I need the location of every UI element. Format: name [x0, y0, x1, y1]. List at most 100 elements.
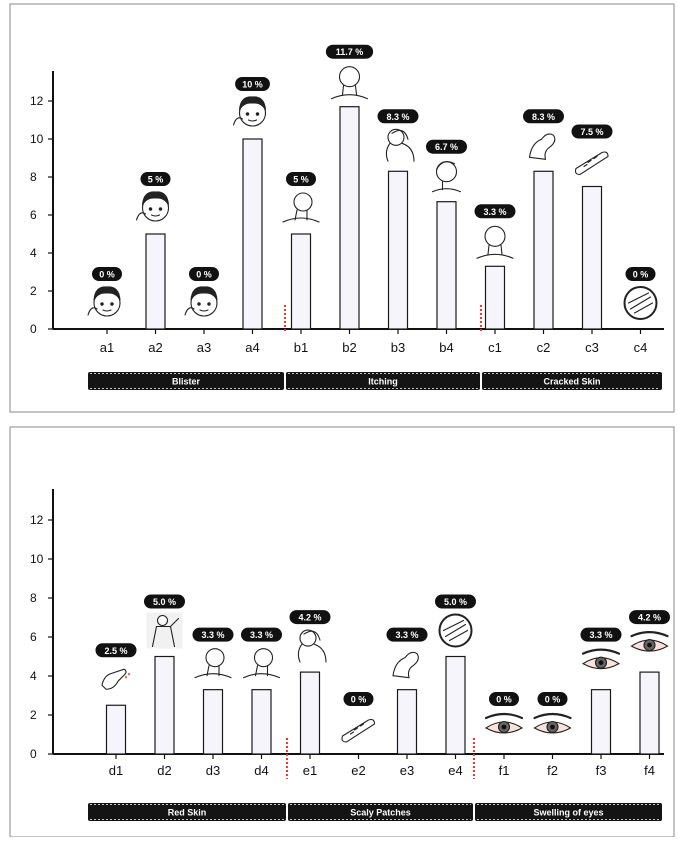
- data-label-pill: [144, 594, 185, 609]
- data-label: 0 %: [496, 695, 512, 705]
- data-label-pill: [571, 124, 613, 139]
- x-tick-label: f3: [596, 763, 607, 778]
- group-band: [482, 372, 662, 390]
- data-label-pill: [523, 109, 564, 124]
- data-label: 5 %: [293, 175, 309, 185]
- hand-icon: [101, 668, 131, 690]
- x-tick-label: c4: [634, 340, 648, 355]
- data-label: 0 %: [99, 270, 115, 280]
- group-band: [288, 803, 473, 821]
- y-tick-label: 2: [30, 284, 37, 298]
- skin-patch-icon: [438, 613, 473, 648]
- eye-icon: [630, 631, 669, 652]
- data-label: 8.3 %: [532, 112, 555, 122]
- bar: [299, 671, 321, 755]
- group-band: [286, 372, 480, 390]
- face-icon: [87, 286, 121, 317]
- bar: [339, 106, 360, 330]
- forearm-icon: [341, 718, 376, 743]
- group-label: Red Skin: [168, 808, 207, 818]
- y-tick-label: 12: [30, 94, 44, 108]
- y-tick-label: 2: [30, 708, 37, 722]
- chart-panel-1: 0 2 4 6 8 10 12 0 % a1 5 % a2 0 % a3 10 % a4 5 % b1 11.7 …: [9, 3, 675, 413]
- neck-icon: [282, 192, 320, 223]
- bar: [445, 655, 466, 755]
- y-tick-label: 12: [30, 513, 44, 527]
- data-label: 3.3 %: [250, 630, 273, 640]
- group-label: Scaly Patches: [350, 808, 411, 818]
- data-label: 3.3 %: [201, 630, 224, 640]
- x-tick-label: e3: [400, 763, 414, 778]
- bar: [484, 265, 506, 330]
- data-label: 7.5 %: [580, 127, 603, 137]
- data-label: 4.2 %: [298, 613, 321, 623]
- data-label-pill: [537, 692, 568, 706]
- skin-patch-icon: [623, 286, 658, 320]
- head-back-icon: [476, 225, 514, 259]
- data-label: 8.3 %: [386, 112, 409, 122]
- data-label: 5.0 %: [153, 597, 176, 607]
- bar: [105, 704, 127, 755]
- shoulder-icon: [385, 128, 415, 162]
- y-tick-label: 4: [30, 669, 37, 683]
- panel-frame: [9, 3, 675, 413]
- data-label-pill: [343, 692, 374, 706]
- bar: [396, 689, 418, 755]
- x-tick-label: d4: [254, 763, 268, 778]
- eye-icon: [533, 712, 572, 734]
- data-label-pill: [386, 627, 428, 642]
- data-label-pill: [325, 44, 374, 59]
- bar: [436, 201, 457, 330]
- y-tick-label: 10: [30, 552, 44, 566]
- bar: [533, 170, 554, 330]
- x-tick-label: b2: [342, 340, 356, 355]
- x-tick-label: a4: [245, 340, 259, 355]
- forearm-icon: [574, 151, 609, 176]
- face-icon: [184, 286, 218, 317]
- data-label-pill: [192, 627, 234, 642]
- x-tick-label: a3: [197, 340, 211, 355]
- y-tick-label: 4: [30, 246, 37, 260]
- y-tick-label: 0: [30, 322, 37, 336]
- head-back-icon: [330, 66, 369, 100]
- bar: [290, 233, 312, 330]
- x-tick-label: e4: [448, 763, 462, 778]
- torso-icon: [146, 612, 183, 649]
- bar: [242, 138, 263, 330]
- data-label: 6.7 %: [435, 142, 458, 152]
- bar: [202, 689, 224, 755]
- shoulder-icon: [297, 629, 327, 663]
- data-label: 5.0 %: [444, 597, 467, 607]
- data-label: 5 %: [148, 175, 164, 185]
- bar: [145, 233, 166, 330]
- x-tick-label: a1: [100, 340, 114, 355]
- data-label-pill: [629, 610, 670, 625]
- data-label: 0 %: [196, 270, 212, 280]
- x-tick-label: d1: [109, 763, 123, 778]
- data-label: 0 %: [351, 695, 367, 705]
- eye-icon: [484, 712, 524, 734]
- arm-icon: [528, 133, 556, 160]
- eye-icon: [581, 648, 621, 670]
- data-label-pill: [289, 610, 331, 625]
- data-label-pill: [625, 267, 656, 281]
- x-tick-label: c3: [585, 340, 599, 355]
- arm-icon: [392, 651, 419, 679]
- group-label: Swelling of eyes: [533, 808, 603, 818]
- x-tick-label: c2: [537, 340, 551, 355]
- x-tick-label: f2: [547, 763, 558, 778]
- x-tick-label: f4: [644, 763, 655, 778]
- data-label: 4.2 %: [638, 613, 661, 623]
- y-tick-label: 8: [30, 170, 37, 184]
- data-label-pill: [286, 172, 316, 186]
- x-tick-label: d2: [157, 763, 171, 778]
- x-tick-label: f1: [499, 763, 510, 778]
- x-tick-label: e1: [303, 763, 317, 778]
- data-label: 3.3 %: [483, 207, 506, 217]
- group-label: Cracked Skin: [543, 377, 600, 387]
- x-tick-label: c1: [488, 340, 502, 355]
- data-label-pill: [377, 109, 419, 124]
- x-tick-label: b1: [294, 340, 308, 355]
- data-label: 11.7 %: [336, 47, 364, 57]
